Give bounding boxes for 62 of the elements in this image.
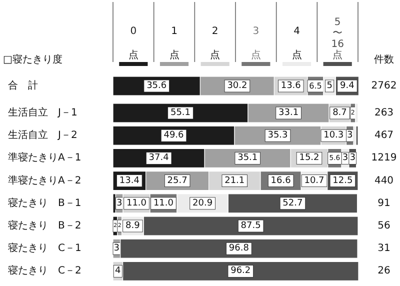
data-label: 3 [342, 153, 348, 164]
data-label: 37.4 [148, 153, 169, 164]
annotation: 件数 [374, 54, 394, 66]
data-label: 8.9 [126, 221, 140, 231]
category: 寝たきり B－1 [8, 198, 82, 209]
annotation: 440 [374, 175, 394, 186]
data-label: 35.6 [146, 81, 167, 91]
annotation: 26 [378, 266, 390, 277]
data-label: 10.7 [304, 176, 324, 186]
data-label: 4 [115, 266, 121, 276]
legend-item: 4 点 [282, 26, 312, 66]
legend-item: 3 点 [242, 26, 270, 66]
legend-item: 2 点 [200, 26, 230, 66]
data-label: 13.4 [119, 176, 140, 186]
annotation: 263 [374, 108, 394, 118]
data-label: 8.7 [332, 108, 347, 118]
data-label: 96.8 [228, 244, 249, 254]
annotation: 467 [374, 130, 394, 142]
data-label: 21.1 [224, 176, 245, 186]
data-label: 5 [326, 81, 332, 91]
category: 寝たきり C－1 [8, 243, 82, 254]
legend-item: 5 〜 16 点 [323, 16, 352, 66]
data-label: 49.6 [164, 130, 184, 141]
legend-item: 1 点 [160, 26, 189, 66]
annotation: 91 [378, 198, 390, 209]
category: 準寝たきりA－1 [8, 152, 82, 164]
annotation: 2762 [371, 80, 397, 92]
data-label: 25.7 [167, 176, 188, 186]
data-label: 10.3 [324, 130, 344, 141]
annotation: 31 [378, 243, 390, 254]
category: 生活自立 J－2 [8, 130, 78, 142]
data-label: 12.5 [332, 176, 353, 186]
data-label: 15.2 [299, 153, 320, 164]
category: 準寝たきりA－2 [8, 175, 82, 186]
data-label: 6.5 [309, 82, 322, 90]
data-label: 20.9 [192, 198, 213, 208]
annotation: 56 [378, 220, 390, 232]
data-label: 30.2 [227, 81, 248, 91]
data-label: 13.6 [280, 81, 301, 91]
category: 寝たきり B－2 [8, 220, 82, 232]
data-label: 55.1 [170, 108, 191, 118]
data-label: 11.0 [153, 198, 174, 208]
category: 生活自立 J－1 [8, 108, 78, 118]
data-label: 35.1 [238, 153, 258, 164]
data-label: 87.5 [240, 221, 261, 231]
data-label: 3 [347, 130, 353, 141]
data-label: 16.6 [270, 176, 291, 186]
annotation: 1219 [371, 152, 397, 164]
series-label: 5 〜 16 点 [331, 16, 344, 60]
legend-item: 0 点 [119, 26, 148, 66]
data-label: 35.3 [268, 130, 288, 141]
data-label: 52.7 [282, 198, 303, 208]
category: 寝たきり C－2 [8, 266, 82, 277]
ylabel: □寝たきり度 [3, 54, 62, 66]
category: 合 計 [8, 80, 38, 92]
data-label: 3 [350, 153, 356, 164]
data-label: 11.0 [126, 198, 147, 208]
data-label: 33.1 [278, 108, 299, 118]
data-label: 9.4 [340, 81, 354, 91]
data-label: 3 [116, 198, 122, 208]
data-label: 96.2 [230, 266, 251, 276]
data-label: 3 [114, 244, 120, 254]
